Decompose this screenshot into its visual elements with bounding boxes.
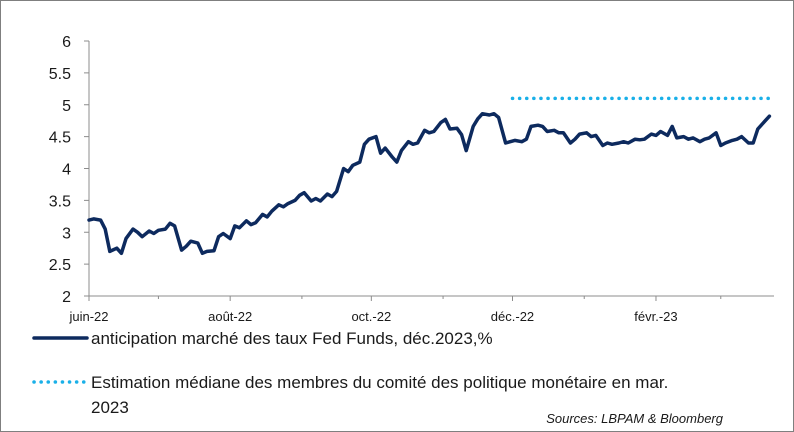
y-tick-label: 6 — [62, 34, 71, 51]
y-tick-label: 5.5 — [49, 66, 71, 83]
y-tick-label: 5 — [62, 98, 71, 115]
y-tick-label: 4 — [62, 162, 71, 179]
y-tick-label: 3.5 — [49, 193, 71, 210]
x-tick-label: août-22 — [208, 309, 252, 324]
y-tick-label: 2 — [62, 289, 71, 306]
y-tick-label: 2.5 — [49, 257, 71, 274]
x-tick-label: déc.-22 — [491, 309, 534, 324]
legend-label-fomc-median-line2: 2023 — [91, 398, 129, 417]
y-axis: 2 2.5 3 3.5 4 4.5 5 5.5 6 — [49, 34, 90, 306]
legend: anticipation marché des taux Fed Funds, … — [32, 329, 668, 417]
series-line-fed-funds — [87, 111, 772, 256]
legend-label-fomc-median-line1: Estimation médiane des membres du comité… — [91, 373, 668, 392]
x-tick-label: juin-22 — [68, 309, 108, 324]
legend-label-fed-funds: anticipation marché des taux Fed Funds, … — [91, 329, 493, 348]
source-note: Sources: LBPAM & Bloomberg — [546, 411, 724, 426]
x-tick-label: févr.-23 — [634, 309, 677, 324]
x-axis: juin-22 août-22 oct.-22 déc.-22 févr.-23 — [68, 295, 774, 324]
y-tick-label: 3 — [62, 225, 71, 242]
series-lines — [87, 96, 776, 256]
x-tick-label: oct.-22 — [351, 309, 391, 324]
y-tick-label: 4.5 — [49, 130, 71, 147]
